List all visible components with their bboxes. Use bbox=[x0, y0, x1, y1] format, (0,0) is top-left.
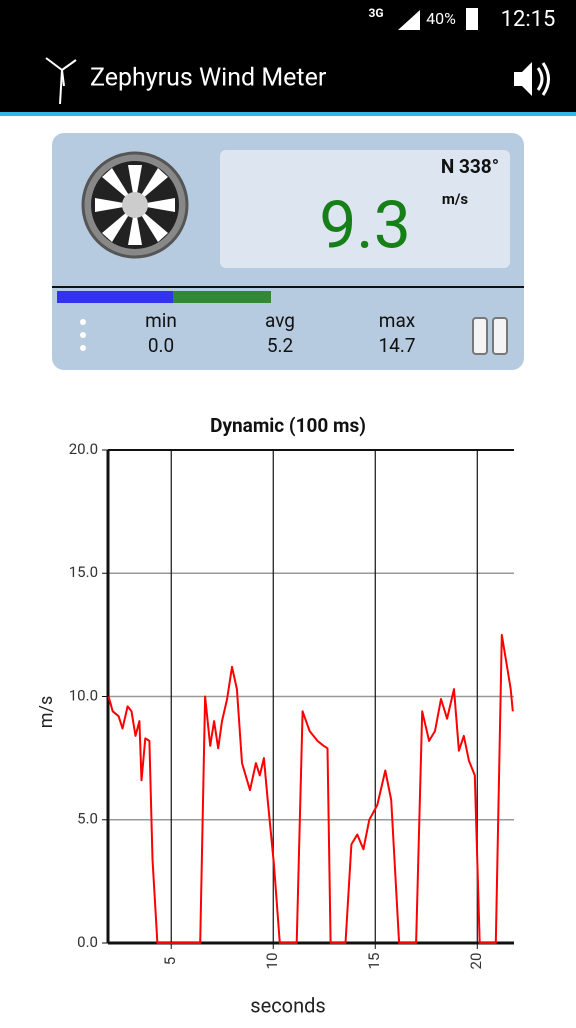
anemometer-icon bbox=[81, 151, 189, 259]
app-title: Zephyrus Wind Meter bbox=[90, 64, 327, 93]
stat-value: 0.0 bbox=[148, 334, 174, 357]
y-tick-label: 20.0 bbox=[69, 440, 98, 458]
x-axis-label: seconds bbox=[250, 993, 325, 1017]
stat-label: min bbox=[145, 309, 177, 332]
battery-level: 40% bbox=[426, 9, 456, 28]
pause-button[interactable] bbox=[472, 317, 508, 355]
stat-value: 5.2 bbox=[267, 334, 293, 357]
speed-unit: m/s bbox=[442, 190, 469, 208]
stat-label: max bbox=[379, 309, 416, 332]
speed-bar-blue bbox=[57, 291, 173, 303]
signal-icon bbox=[398, 10, 420, 30]
network-type: 3G bbox=[368, 6, 383, 20]
stat-label: avg bbox=[265, 309, 295, 332]
x-tick-label: 20 bbox=[467, 953, 485, 970]
top-bars bbox=[0, 0, 576, 112]
x-tick-label: 15 bbox=[365, 953, 383, 970]
stat-value: 14.7 bbox=[378, 334, 415, 357]
clock: 12:15 bbox=[501, 7, 556, 32]
battery-icon bbox=[466, 8, 478, 30]
menu-button[interactable] bbox=[80, 319, 86, 351]
wind-speed: 9.3 bbox=[319, 187, 411, 264]
x-tick-label: 5 bbox=[161, 957, 179, 965]
wind-direction: N 338° bbox=[441, 155, 499, 178]
y-tick-label: 15.0 bbox=[69, 563, 98, 581]
data-line bbox=[107, 633, 514, 944]
chart: Dynamic (100 ms) seconds m/s 0.0 5.0 10.0 1… bbox=[36, 414, 514, 1017]
chart-title: Dynamic (100 ms) bbox=[210, 414, 366, 437]
app-logo bbox=[45, 57, 77, 105]
speed-bar-green bbox=[173, 291, 271, 303]
y-tick-label: 10.0 bbox=[69, 686, 98, 704]
x-tick-label: 10 bbox=[263, 953, 281, 970]
y-tick-label: 0.0 bbox=[77, 933, 98, 951]
y-axis-label: m/s bbox=[36, 696, 57, 729]
speed-display bbox=[220, 150, 510, 268]
y-tick-label: 5.0 bbox=[77, 810, 98, 828]
sound-button[interactable] bbox=[514, 62, 550, 96]
app-bar-divider bbox=[0, 112, 576, 116]
